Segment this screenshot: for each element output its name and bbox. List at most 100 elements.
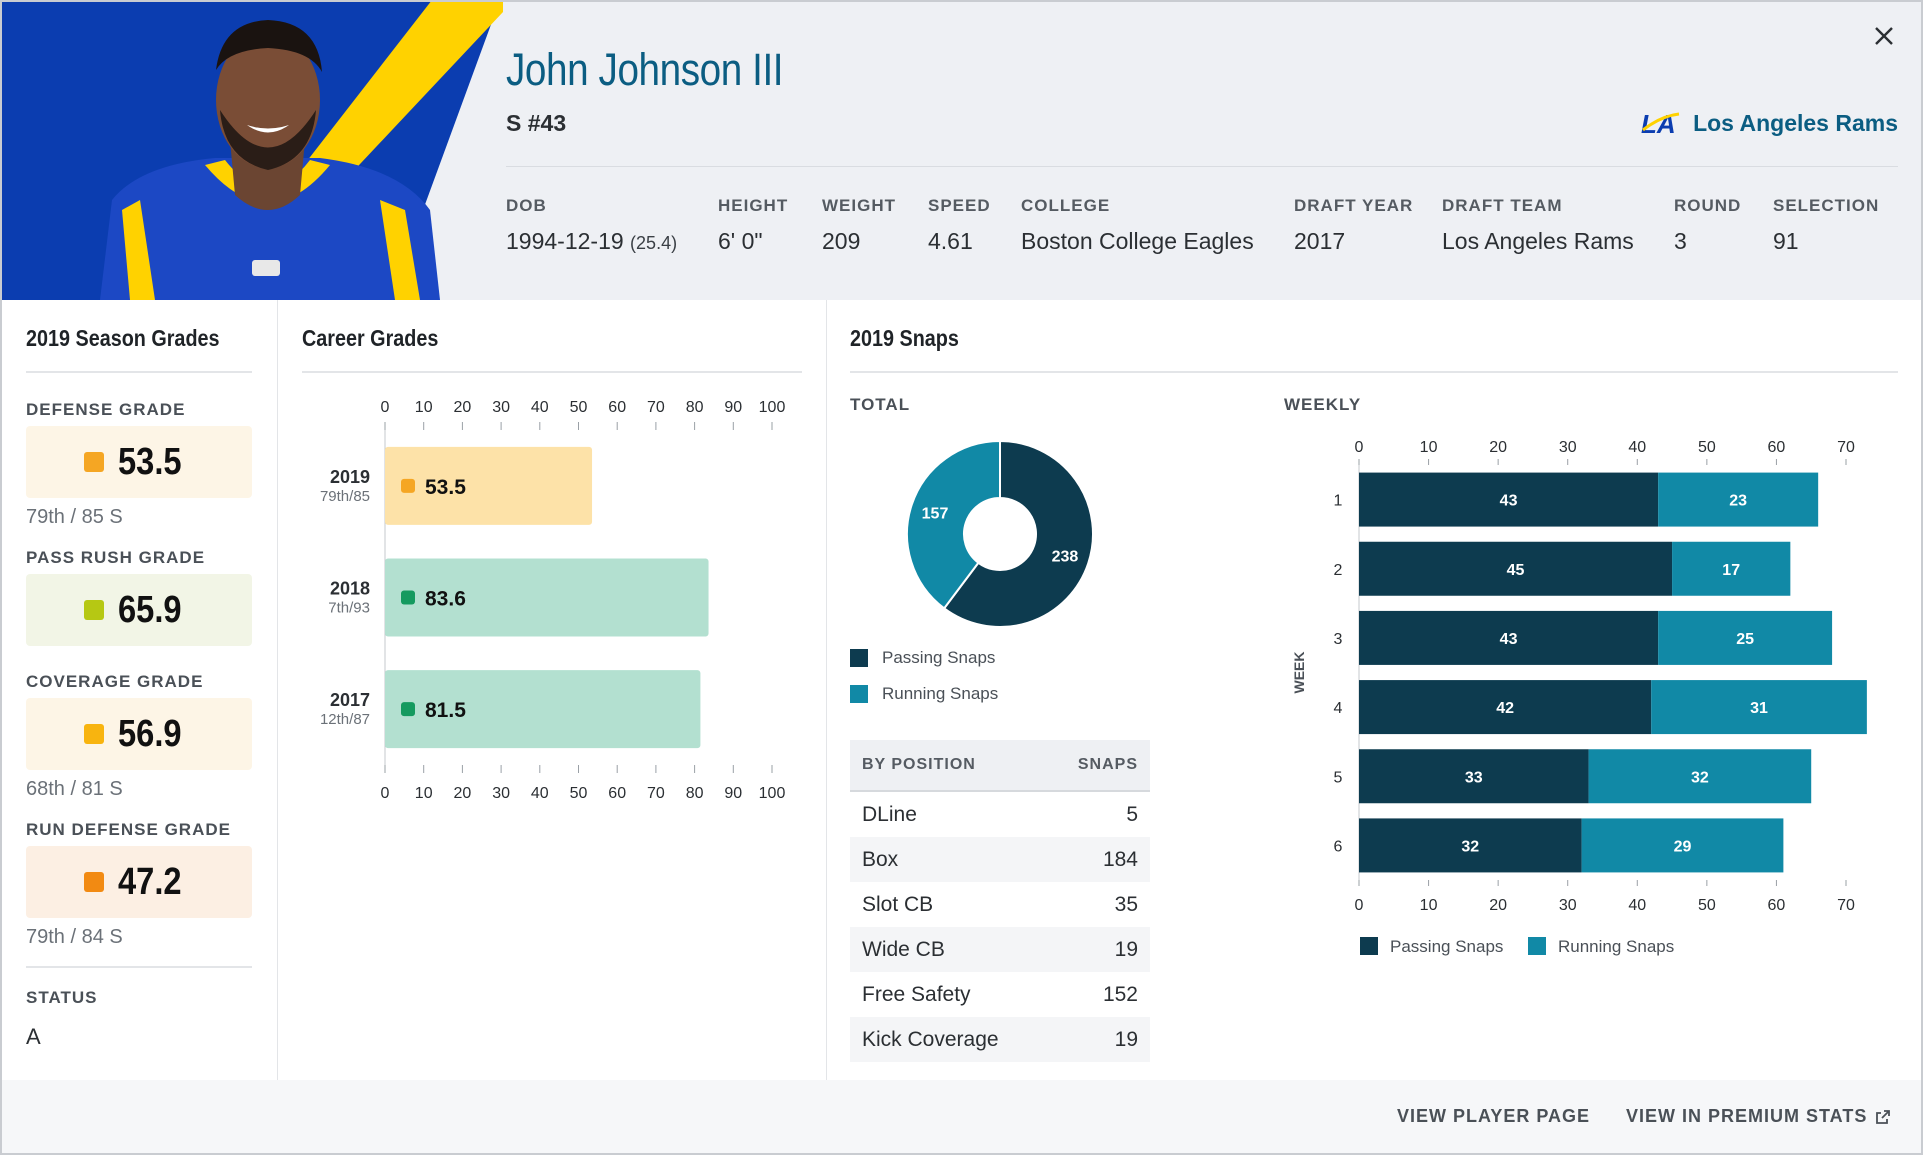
running-snaps-bar [1651,680,1867,735]
week-label: 6 [1334,838,1343,855]
position-name: Kick Coverage [862,1027,999,1051]
career-bar [385,446,593,525]
legend-label: Running Snaps [882,684,999,703]
panel-divider [277,300,278,1080]
bio-label: DOB [506,196,547,215]
position-snaps: 19 [1114,937,1138,961]
x-tick-label-bottom: 60 [608,785,626,802]
bio-draft-team: DRAFT TEAM Los Angeles Rams [1442,196,1634,255]
defense-grade-rank: 79th / 85 S [26,506,123,528]
bio-label: DRAFT YEAR [1294,196,1414,215]
bio-college: COLLEGE Boston College Eagles [1021,196,1254,255]
snaps-title: 2019 Snaps [850,325,959,351]
defense-grade-value: 53.5 [118,440,182,483]
bar-value-label: 29 [1674,838,1692,855]
legend-label: Running Snaps [1558,937,1674,956]
donut-legend-passing: Passing Snaps [850,648,995,668]
x-tick-label-bottom: 50 [570,785,588,802]
donut-slice-label: 157 [922,505,949,522]
bio-value: 3 [1674,228,1687,254]
position-name: Box [862,847,899,871]
career-bar-value: 83.6 [425,588,466,611]
team-name: Los Angeles Rams [1693,109,1898,136]
x-tick-label-bottom: 0 [381,785,390,802]
position-name: Slot CB [862,892,934,916]
player-photo [0,0,503,300]
career-grades-chart: 0 0 10 10 20 20 30 30 40 40 50 50 60 60 70 70 80 80 90 90 10… [320,399,785,802]
career-grades-title: Career Grades [302,325,439,351]
week-label: 4 [1334,700,1343,717]
donut-legend-running: Running Snaps [850,684,998,704]
age-value: (25.4) [630,233,678,253]
col-header-position[interactable]: BY POSITION [862,756,976,773]
x-tick-label-bottom: 30 [1559,897,1577,914]
bio-value: Boston College Eagles [1021,228,1254,254]
bio-label: HEIGHT [718,196,789,215]
modal-footer [0,1080,1923,1155]
x-tick-label-bottom: 40 [1628,897,1646,914]
running-snaps-bar [1658,610,1833,665]
run-defense-grade-rank: 79th / 84 S [26,926,123,948]
status-value: A [26,1024,41,1049]
x-tick-label-top: 50 [570,399,588,416]
table-row: Kick Coverage 19 [850,1017,1150,1062]
bar-value-label: 45 [1507,562,1525,579]
passing-swatch [850,649,868,667]
run-defense-grade-label: RUN DEFENSE GRADE [26,820,231,839]
pass-rush-grade-label: PASS RUSH GRADE [26,548,206,567]
snaps-by-position-table: BY POSITION SNAPS DLine 5 Box 184 Slot CB 3… [850,740,1150,1062]
bio-weight: WEIGHT 209 [822,196,896,255]
bio-label: SPEED [928,196,991,215]
close-icon[interactable] [1868,20,1900,52]
table-header: BY POSITION SNAPS [850,740,1150,792]
bio-value: 2017 [1294,228,1346,254]
x-tick-label-top: 70 [1837,439,1855,456]
running-snaps-bar [1581,818,1784,873]
bar-value-label: 42 [1496,700,1514,717]
x-tick-label-bottom: 40 [531,785,549,802]
view-player-page-link[interactable]: VIEW PLAYER PAGE [1397,1106,1591,1126]
running-snaps-bar [1658,472,1819,527]
svg-text:LA: LA [1641,109,1676,138]
running-swatch [850,685,868,703]
career-bar-value: 81.5 [425,699,466,722]
bar-value-label: 43 [1500,631,1518,648]
passing-snaps-bar [1359,610,1659,665]
x-tick-label-bottom: 0 [1355,897,1364,914]
legend-swatch [1360,937,1378,955]
table-row: Slot CB 35 [850,882,1150,927]
bar-value-label: 43 [1500,493,1518,510]
total-snaps-donut-chart: 238 157 [906,439,1094,628]
view-premium-stats-link[interactable]: VIEW IN PREMIUM STATS [1626,1106,1891,1127]
x-tick-label-bottom: 30 [492,785,510,802]
team-link[interactable]: LA Los Angeles Rams [1639,108,1898,138]
coverage-grade-box: 56.9 [26,698,252,770]
bio-height: HEIGHT 6' 0" [718,196,788,255]
bio-value: 6' 0" [718,228,763,254]
passing-snaps-bar [1359,472,1659,527]
bio-label: COLLEGE [1021,196,1111,215]
career-bar-dot [401,702,415,717]
running-snaps-bar [1588,749,1812,804]
x-tick-label-bottom: 70 [1837,897,1855,914]
team-logo-icon: LA [1641,109,1680,138]
header-divider [506,166,1898,167]
career-bar [385,670,701,749]
col-header-snaps[interactable]: SNAPS [1077,756,1138,773]
season-year-label: 2018 [330,579,370,599]
bar-value-label: 32 [1691,769,1709,786]
defense-grade-box: 53.5 [26,426,252,498]
bio-value: 91 [1773,228,1799,254]
panel-divider [826,300,827,1080]
grade-color-indicator [84,724,104,744]
position-name: DLine [862,802,917,826]
career-bar-dot [401,478,415,493]
x-tick-label-top: 20 [1489,439,1507,456]
x-tick-label-bottom: 50 [1698,897,1716,914]
donut-slice-label: 238 [1052,549,1079,566]
weekly-label: WEEKLY [1284,395,1362,414]
season-year-label: 2017 [330,690,370,710]
position-snaps: 35 [1114,892,1138,916]
total-label: TOTAL [850,395,911,414]
bio-label: WEIGHT [822,196,896,215]
